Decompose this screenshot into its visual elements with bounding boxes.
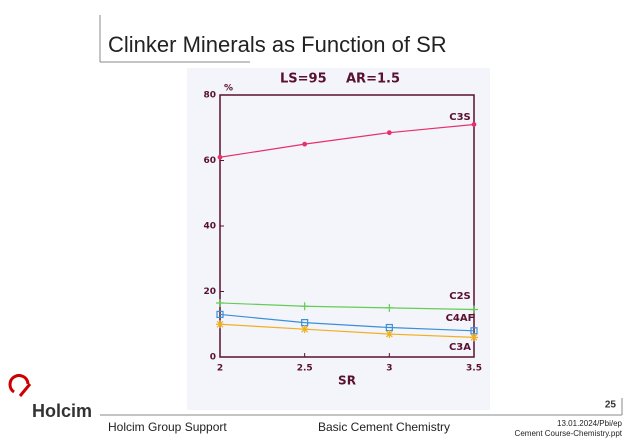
x-tick-label: 3.5 bbox=[466, 364, 482, 374]
point bbox=[471, 122, 477, 127]
series-line bbox=[219, 323, 475, 338]
y-tick-label: 80 bbox=[203, 91, 216, 101]
x-tick-label: 3 bbox=[386, 364, 392, 374]
annotation: AR=1.5 bbox=[346, 72, 400, 87]
series-line bbox=[219, 302, 475, 311]
footer-right: 13.01.2024/Pbi/ep bbox=[557, 419, 622, 428]
x-tick-label: 2 bbox=[217, 364, 223, 374]
series-label: C2S bbox=[449, 291, 471, 302]
page-number: 25 bbox=[605, 400, 617, 411]
slide-title: Clinker Minerals as Function of SR bbox=[108, 32, 447, 57]
x-axis-label: SR bbox=[338, 374, 356, 388]
y-tick-label: 40 bbox=[203, 222, 216, 232]
point bbox=[385, 330, 394, 339]
point bbox=[470, 305, 478, 314]
y-tick-label: 0 bbox=[210, 353, 216, 363]
point bbox=[216, 320, 224, 329]
point bbox=[302, 141, 308, 147]
footer-left: Holcim Group Support bbox=[108, 420, 227, 434]
logo: Holcim bbox=[32, 401, 92, 421]
series-line bbox=[219, 313, 475, 332]
footer-right: Cement Course-Chemistry.ppt bbox=[515, 429, 623, 438]
x-tick-label: 2.5 bbox=[297, 364, 313, 374]
point bbox=[216, 298, 224, 307]
point bbox=[300, 325, 309, 334]
y-axis-label: % bbox=[224, 84, 233, 94]
footer-center: Basic Cement Chemistry bbox=[318, 420, 450, 434]
series-label: C3A bbox=[449, 342, 471, 353]
point bbox=[217, 154, 223, 160]
point bbox=[470, 333, 478, 342]
point bbox=[386, 130, 392, 136]
logo-icon bbox=[8, 374, 32, 397]
point bbox=[385, 303, 394, 312]
y-tick-label: 20 bbox=[203, 287, 216, 297]
annotation: LS=95 bbox=[280, 72, 327, 87]
y-tick-label: 60 bbox=[203, 156, 216, 166]
chart-background bbox=[187, 68, 490, 410]
series-line bbox=[219, 123, 475, 158]
point bbox=[300, 302, 309, 311]
plot: 0 20 40 60 80 2 2.5 3 3.5 C3S C2S C4AF C3A bbox=[203, 91, 482, 374]
series-label: C4AF bbox=[446, 313, 475, 324]
point bbox=[216, 310, 224, 319]
series-label: C3S bbox=[449, 112, 471, 123]
